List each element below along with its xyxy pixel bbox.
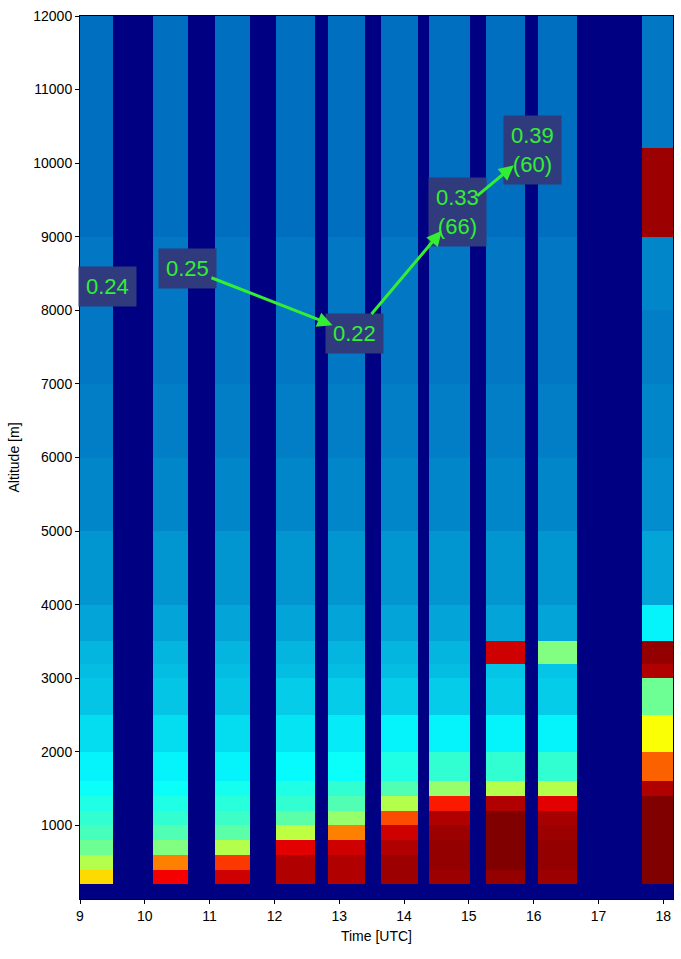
svg-text:12: 12 <box>267 908 283 924</box>
svg-text:3000: 3000 <box>41 670 72 686</box>
svg-text:10000: 10000 <box>33 155 72 171</box>
svg-text:11000: 11000 <box>34 81 72 97</box>
svg-text:1000: 1000 <box>41 817 72 833</box>
svg-text:0.24: 0.24 <box>86 274 129 299</box>
svg-text:10: 10 <box>137 908 153 924</box>
svg-text:12000: 12000 <box>33 8 72 24</box>
svg-text:11: 11 <box>202 908 217 924</box>
svg-text:8000: 8000 <box>41 302 72 318</box>
svg-text:9000: 9000 <box>41 229 72 245</box>
svg-text:0.22: 0.22 <box>333 321 376 346</box>
svg-text:13: 13 <box>331 908 347 924</box>
svg-text:6000: 6000 <box>41 449 72 465</box>
svg-text:Time [UTC]: Time [UTC] <box>341 928 412 944</box>
svg-text:0.25: 0.25 <box>166 256 209 281</box>
svg-text:16: 16 <box>526 908 542 924</box>
svg-text:9: 9 <box>76 908 84 924</box>
svg-text:17: 17 <box>591 908 607 924</box>
svg-text:15: 15 <box>461 908 477 924</box>
svg-text:0.39(60): 0.39(60) <box>511 123 554 177</box>
svg-text:14: 14 <box>396 908 412 924</box>
svg-text:Altitude [m]: Altitude [m] <box>6 422 22 492</box>
svg-text:5000: 5000 <box>41 523 72 539</box>
svg-text:2000: 2000 <box>41 744 72 760</box>
svg-text:4000: 4000 <box>41 597 72 613</box>
svg-text:7000: 7000 <box>41 376 72 392</box>
svg-text:18: 18 <box>655 908 671 924</box>
svg-text:0.33(66): 0.33(66) <box>436 185 479 239</box>
